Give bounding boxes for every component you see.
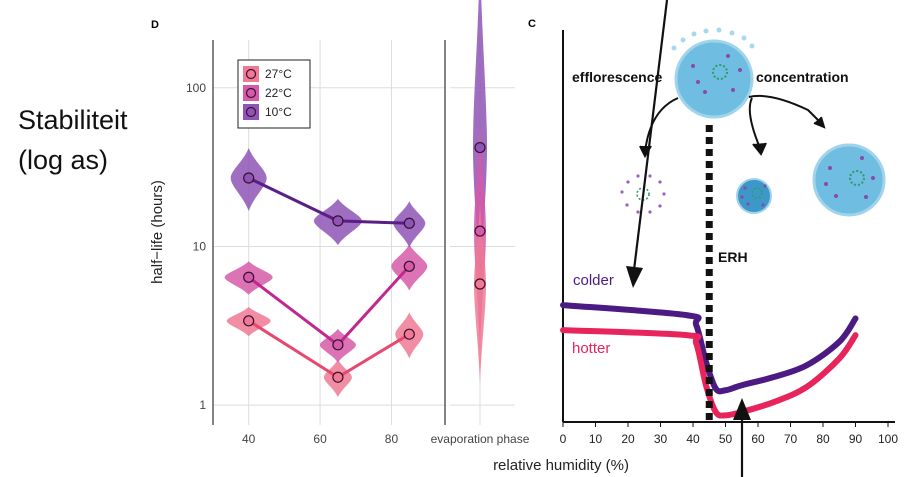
x-tick-label: 0 xyxy=(560,432,567,446)
evap-point xyxy=(474,225,486,237)
legend-label: 27°C xyxy=(265,67,292,81)
erh-label: ERH xyxy=(718,249,748,265)
data-point xyxy=(403,328,415,340)
curve-hotter xyxy=(560,327,859,419)
x-tick-label: 50 xyxy=(719,432,733,446)
legend-marker xyxy=(245,106,257,118)
x-tick-label: 60 xyxy=(751,432,765,446)
droplet-small xyxy=(736,178,772,214)
data-point xyxy=(332,339,344,351)
panel-c-axes xyxy=(562,30,895,423)
panel-d-title: D xyxy=(151,19,159,31)
x-tick-label: 30 xyxy=(654,432,668,446)
concentration-label: concentration xyxy=(756,69,849,85)
panel-d-ticks: 40 60 80 1 10 100 xyxy=(186,81,398,446)
data-point xyxy=(403,260,415,272)
legend-swatch xyxy=(243,66,259,82)
panel-d-axes xyxy=(212,40,446,425)
x-tick-label: 80 xyxy=(385,432,399,446)
panel-d-half-life-chart: D half−life (hours) 40 60 80 1 10 100 evapora… xyxy=(149,0,530,446)
panel-d-points xyxy=(243,141,486,383)
panel-c-humidity-schematic: C 0 10 20 30 40 50 60 70 80 90 100 relative humidi… xyxy=(493,18,898,474)
annotation-line-1: Stabiliteit xyxy=(18,105,128,135)
y-tick-label: 1 xyxy=(199,398,206,412)
x-tick-label: 40 xyxy=(242,432,256,446)
colder-label: colder xyxy=(573,272,614,289)
x-tick-label: 20 xyxy=(621,432,635,446)
legend-label: 10°C xyxy=(265,105,292,119)
annotation-arrows xyxy=(626,0,751,477)
data-point xyxy=(243,315,255,327)
curve-colder xyxy=(560,302,859,395)
data-point xyxy=(243,271,255,283)
y-tick-label: 100 xyxy=(186,81,206,95)
series-line-1 xyxy=(247,265,411,347)
hotter-label: hotter xyxy=(572,340,610,357)
evaporation-phase-label: evaporation phase xyxy=(431,432,530,446)
x-tick-label: 80 xyxy=(816,432,830,446)
data-point xyxy=(332,215,344,227)
y-tick-label: 10 xyxy=(193,239,207,253)
evap-point xyxy=(474,278,486,290)
legend-swatch xyxy=(243,104,259,120)
data-point xyxy=(403,217,415,229)
x-axis-label: relative humidity (%) xyxy=(493,457,629,474)
violin-evap-27 xyxy=(474,204,486,385)
x-tick-label: 90 xyxy=(849,432,863,446)
panel-c-title: C xyxy=(528,18,536,30)
droplet-large-center xyxy=(671,27,755,119)
panel-c-curves xyxy=(560,302,859,419)
panel-d-legend: 27°C 22°C 10°C xyxy=(237,59,311,129)
x-tick-label: 70 xyxy=(784,432,798,446)
y-axis-label: half−life (hours) xyxy=(149,180,166,284)
data-point xyxy=(332,371,344,383)
legend-swatch xyxy=(243,85,259,101)
efflorescence-label: efflorescence xyxy=(572,69,662,85)
x-tick-label: 100 xyxy=(878,432,898,446)
panel-c-x-ticks: 0 10 20 30 40 50 60 70 80 90 100 xyxy=(560,422,898,446)
legend-marker xyxy=(245,68,257,80)
droplet-medium xyxy=(812,143,886,217)
x-tick-label: 40 xyxy=(686,432,700,446)
annotation-line-2: (log as) xyxy=(18,145,109,175)
data-point xyxy=(243,172,255,184)
schematic-arrows xyxy=(639,94,826,159)
x-tick-label: 10 xyxy=(589,432,603,446)
evap-point xyxy=(474,141,486,154)
legend-label: 22°C xyxy=(265,86,292,100)
x-tick-label: 60 xyxy=(313,432,327,446)
series-line-2 xyxy=(248,176,410,225)
legend-marker xyxy=(245,87,257,99)
